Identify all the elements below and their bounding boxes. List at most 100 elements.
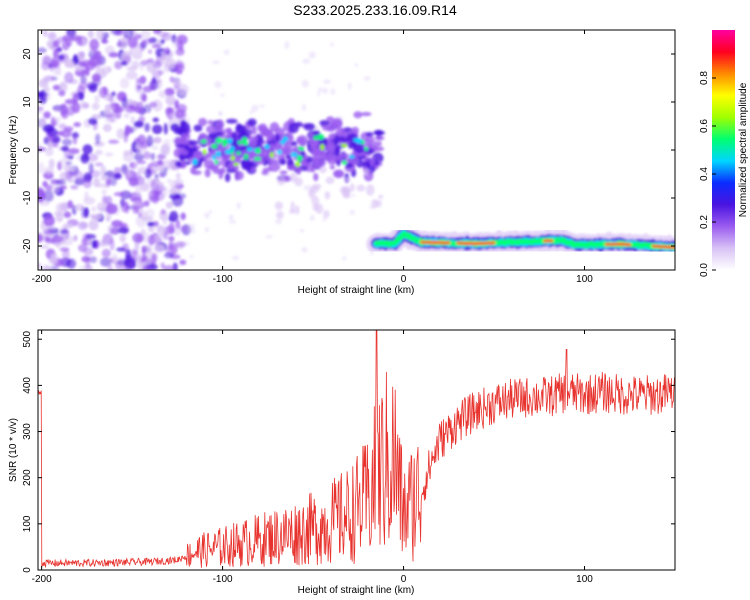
y-tick-label: -20 [22,238,33,253]
spectrogram-blob [88,84,98,93]
spectrogram-blob [198,118,208,127]
spectrogram-blob [89,38,100,51]
colorbar-tick-label: 0.0 [699,263,710,277]
spectrogram-blob [59,82,67,91]
spectrogram-blob [152,221,159,227]
spectrogram-blob [92,177,101,188]
spectrogram-blob [290,201,295,212]
spectrogram-blob [237,140,244,145]
spectrogram-blob [48,265,60,270]
spectrogram-blob [179,259,187,265]
colorbar: 0.0 0.2 0.4 0.6 0.8 Normalized spectral ampl… [699,30,749,277]
spectrogram-blob [149,101,158,108]
colorbar-tick-label: 0.6 [699,119,710,133]
spectrogram-xlabel: Height of straight line (km) [298,285,415,296]
spectrogram-blob [67,105,76,116]
spectrogram-blob [231,138,242,147]
spectrogram-blob [85,174,93,181]
spectrogram-blob [58,123,67,130]
spectrogram-blob [58,89,66,97]
spectrogram-blob [255,147,261,154]
spectrogram-blob [116,247,127,252]
spectrogram-blob [79,101,88,110]
spectrogram-blob [67,178,75,183]
spectrogram-blob [55,179,67,186]
spectrogram-blob [80,75,87,84]
spectrogram-blob [94,162,104,167]
spectrogram-blob [163,265,175,270]
spectrogram-blob [222,142,227,147]
spectrogram-blob [72,136,78,145]
snr-plot-area [38,330,675,570]
spectrogram-blob [174,99,180,110]
spectrogram-blob [161,32,172,41]
spectrogram-blob [105,212,112,220]
y-tick-label: 500 [22,330,33,347]
spectrogram-blob [309,214,315,222]
spectrogram-blob [154,244,165,253]
spectrogram-blob [302,58,311,64]
spectrogram-blob [100,257,112,267]
spectrogram-blob [61,42,70,51]
spectrogram-blob [215,119,225,130]
spectrogram-blob [123,30,134,39]
spectrogram-ridge-peak [420,241,450,244]
spectrogram-blob [142,232,150,243]
spectrogram-blob [224,149,232,155]
spectrogram-blob [258,104,266,108]
spectrogram-blob [144,122,151,133]
spectrogram-blob [59,229,69,235]
spectrogram-blob [139,75,147,85]
spectrogram-blob [44,184,53,191]
spectrogram-blob [212,60,220,64]
spectrogram-blob [65,160,73,166]
spectrogram-blob [52,235,64,243]
spectrogram-blob [109,227,119,235]
spectrogram-blob [151,253,157,266]
spectrogram-blob [297,146,305,151]
spectrogram-blob [47,139,53,151]
spectrogram-blob [93,213,103,220]
y-tick-label: 300 [22,423,33,440]
spectrogram-blob [121,163,129,176]
y-tick-label: 10 [22,96,33,108]
spectrogram-blob [179,225,188,232]
spectrogram-ridge-band [366,223,675,260]
spectrogram-blob [160,39,165,44]
spectrogram-blob [152,235,163,246]
spectrogram-blob [62,138,73,146]
spectrogram-blob [216,131,224,136]
spectrogram-blob [147,221,155,227]
spectrogram-blob [75,65,84,72]
spectrogram-blob [158,90,168,98]
spectrogram-blob [301,246,308,253]
spectrogram-blob [133,176,145,186]
spectrogram-blob [38,47,47,54]
y-tick-label: 0 [22,147,33,153]
spectrogram-blob [120,201,128,213]
spectrogram-blob [334,134,340,144]
spectrogram-blob [248,138,258,147]
spectrogram-blob [125,71,138,80]
spectrogram-blob [44,86,50,92]
spectrogram-blob [363,168,369,176]
spectrogram-blob [141,93,147,103]
spectrogram-blob [342,186,351,195]
spectrogram-blob [285,154,292,159]
spectrogram-blob [123,151,134,163]
spectrogram-blob [59,171,67,182]
spectrogram-blob [60,145,70,152]
spectrogram-blob [111,91,116,97]
spectrogram-blob [174,161,182,167]
spectrogram-blob [133,120,144,128]
spectrogram-blob [77,221,88,231]
snr-series-line [38,330,675,569]
spectrogram-blob [38,190,46,200]
spectrogram-blob [89,256,97,264]
spectrogram-blob [303,185,312,191]
spectrogram-blob [71,132,79,139]
spectrogram-blob [96,202,105,211]
spectrogram-blob [274,201,283,211]
spectrogram-blob [104,111,109,123]
